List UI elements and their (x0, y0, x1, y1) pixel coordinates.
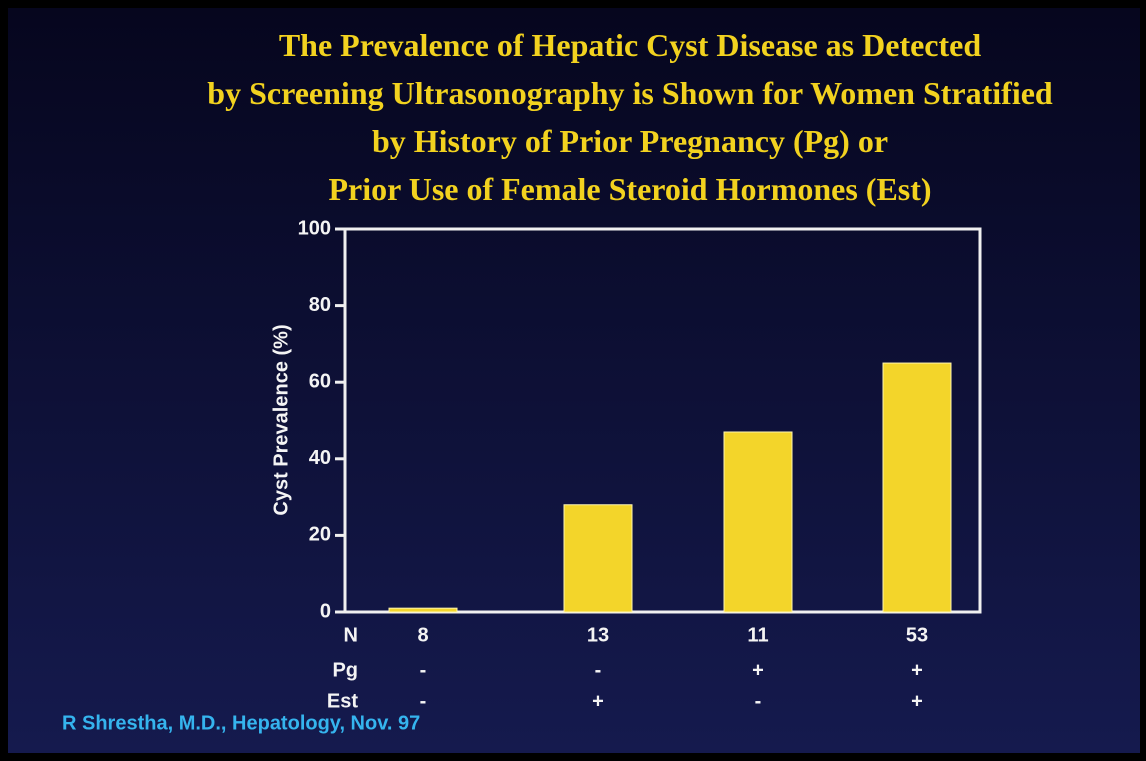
bar (563, 504, 633, 613)
row-cell: + (752, 659, 764, 681)
source: R Shrestha, M.D., Hepatology, Nov. 97 (62, 712, 420, 734)
row-label: Est (327, 690, 358, 712)
y-tick-label: 60 (309, 370, 331, 392)
bar (723, 431, 793, 613)
chart-title: The Prevalence of Hepatic Cyst Disease a… (279, 27, 982, 63)
row-label: Pg (332, 659, 358, 681)
row-cell: + (911, 659, 923, 681)
bar (388, 607, 458, 613)
y-tick-label: 0 (320, 600, 331, 622)
x-tick-label: 11 (747, 624, 768, 646)
slide-background (8, 8, 1140, 753)
row-cell: - (420, 659, 427, 681)
y-axis-label: Cyst Prevalence (%) (270, 324, 292, 515)
plot-frame (343, 227, 982, 614)
x-tick-label: 13 (587, 624, 609, 646)
y-tick-label: 20 (309, 524, 331, 546)
chart-title: by History of Prior Pregnancy (Pg) or (372, 123, 888, 159)
row-cell: + (911, 690, 923, 712)
chart-title: by Screening Ultrasonography is Shown fo… (207, 75, 1053, 111)
y-tick-label: 80 (309, 294, 331, 316)
x-tick-label: 53 (906, 624, 928, 646)
chart-title: Prior Use of Female Steroid Hormones (Es… (328, 171, 931, 207)
y-tick-label: 40 (309, 447, 331, 469)
x-tick-label: 8 (417, 624, 428, 646)
y-tick-label: 100 (298, 217, 331, 239)
row-cell: + (592, 690, 604, 712)
bar (882, 362, 952, 613)
row-cell: - (595, 659, 602, 681)
row-cell: - (755, 690, 762, 712)
row-cell: - (420, 690, 427, 712)
row-label: N (344, 624, 358, 646)
